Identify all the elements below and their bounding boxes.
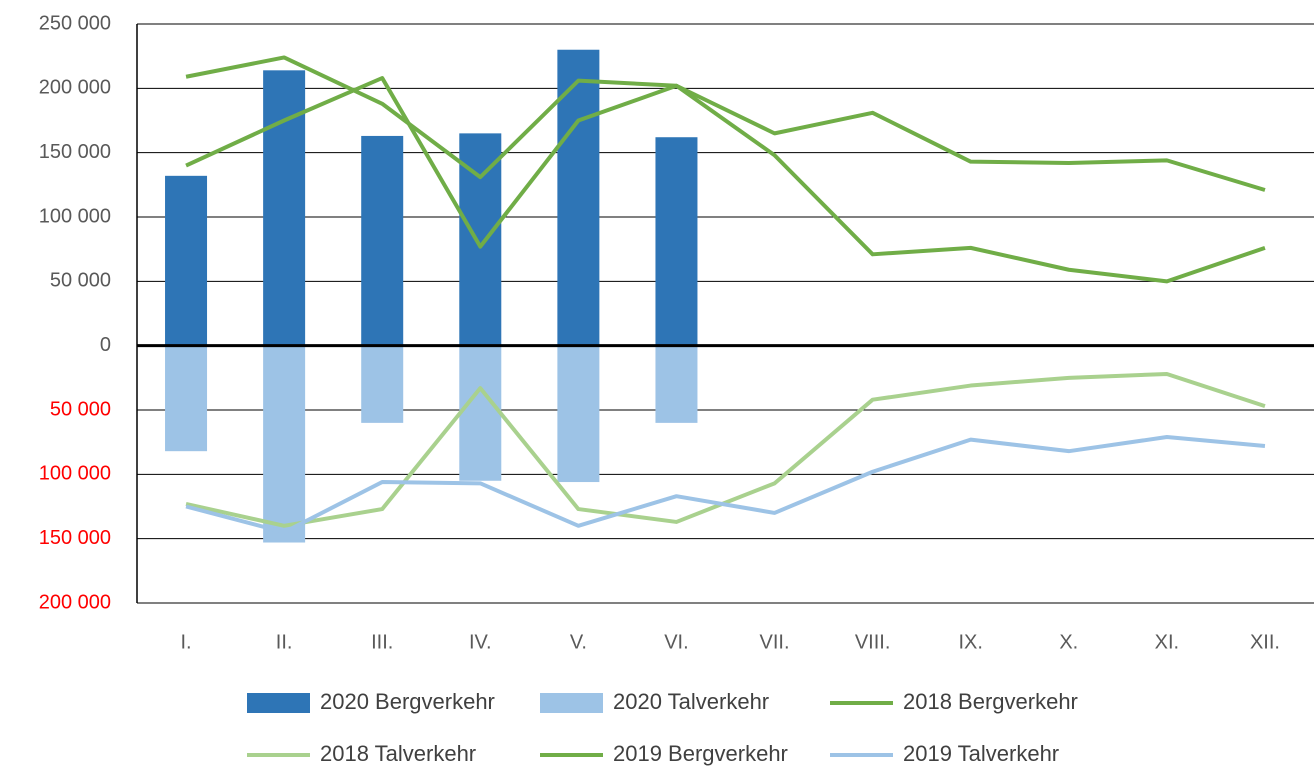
legend-swatch [247,693,310,713]
x-tick-label: IV. [469,631,492,653]
x-tick-label: XII. [1250,631,1280,653]
x-tick-label: VII. [760,631,790,653]
y-tick-label: 150 000 [39,527,111,549]
x-tick-label: VIII. [855,631,891,653]
line [185,55,1266,192]
bar [459,345,502,481]
legend-label: 2020 Talverkehr [613,689,769,714]
bar [361,345,404,423]
bar [165,345,208,452]
x-tick-label: I. [180,631,191,653]
y-tick-label: 200 000 [39,591,111,613]
y-tick-label: 0 [100,334,111,356]
line [185,435,1266,535]
bar [655,345,698,423]
bar [655,137,698,346]
bar [263,345,306,543]
bar [557,345,600,483]
legend-label: 2020 Bergverkehr [320,689,495,714]
legend-label: 2018 Talverkehr [320,741,476,766]
line [185,76,1266,284]
x-tick-label: III. [371,631,393,653]
x-tick-label: VI. [664,631,688,653]
y-tick-label: 250 000 [39,12,111,34]
y-tick-label: 150 000 [39,141,111,163]
y-tick-label: 100 000 [39,463,111,485]
y-tick-label: 100 000 [39,205,111,227]
x-tick-label: IX. [958,631,982,653]
bar [557,49,600,346]
bar [165,175,208,346]
x-tick-label: XI. [1155,631,1179,653]
x-tick-label: X. [1059,631,1078,653]
y-tick-label: 50 000 [50,398,111,420]
bar [263,70,306,346]
legend-swatch [540,693,603,713]
y-tick-label: 50 000 [50,270,111,292]
legend-label: 2018 Bergverkehr [903,689,1078,714]
x-tick-label: II. [276,631,293,653]
legend-label: 2019 Talverkehr [903,741,1059,766]
bar [361,135,404,346]
legend-label: 2019 Bergverkehr [613,741,788,766]
y-tick-label: 200 000 [39,77,111,99]
x-tick-label: V. [570,631,587,653]
